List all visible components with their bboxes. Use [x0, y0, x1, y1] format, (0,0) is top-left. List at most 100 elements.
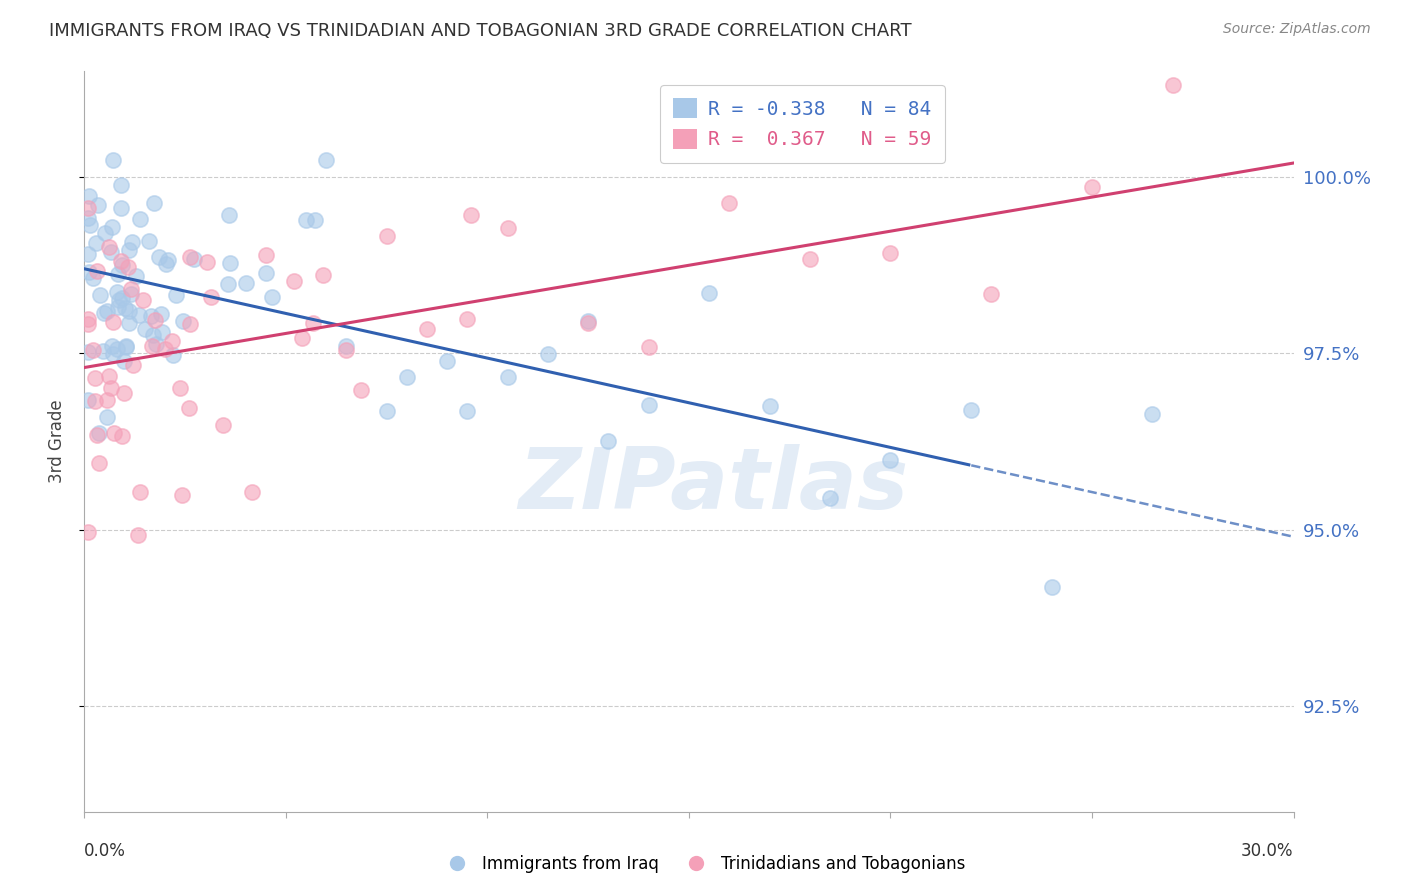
Text: 0.0%: 0.0%: [84, 842, 127, 860]
Point: [576, 316, 599, 330]
Point: [110, 178, 132, 192]
Point: [108, 293, 131, 308]
Point: [150, 307, 173, 321]
Point: [111, 429, 134, 443]
Point: [112, 353, 135, 368]
Point: [107, 300, 129, 314]
Point: [121, 235, 143, 249]
Point: [335, 343, 357, 358]
Point: [142, 195, 165, 210]
Point: [87, 426, 110, 441]
Point: [153, 342, 176, 356]
Point: [96, 303, 118, 318]
Point: [157, 253, 180, 268]
Point: [598, 434, 620, 448]
Point: [114, 301, 136, 316]
Point: [148, 250, 170, 264]
Point: [120, 282, 142, 296]
Point: [456, 312, 478, 326]
Point: [183, 252, 205, 267]
Point: [77, 392, 100, 407]
Point: [1081, 179, 1104, 194]
Point: [120, 287, 142, 301]
Point: [240, 485, 263, 500]
Point: [262, 290, 284, 304]
Point: [1040, 580, 1063, 594]
Point: [496, 369, 519, 384]
Point: [77, 201, 100, 215]
Point: [83, 371, 105, 385]
Point: [162, 334, 184, 348]
Point: [79, 218, 101, 232]
Point: [537, 347, 560, 361]
Point: [100, 244, 122, 259]
Point: [304, 212, 326, 227]
Point: [879, 246, 901, 260]
Point: [301, 316, 323, 330]
Point: [141, 310, 163, 324]
Point: [960, 402, 983, 417]
Point: [112, 385, 135, 400]
Point: [77, 344, 100, 359]
Point: [980, 287, 1002, 301]
Point: [107, 267, 129, 281]
Point: [101, 220, 124, 235]
Point: [110, 201, 132, 215]
Point: [84, 393, 107, 408]
Point: [105, 342, 128, 356]
Point: [94, 226, 117, 240]
Point: [118, 316, 141, 330]
Point: [799, 252, 821, 266]
Point: [254, 266, 277, 280]
Point: [291, 331, 314, 345]
Point: [77, 189, 100, 203]
Y-axis label: 3rd Grade: 3rd Grade: [48, 400, 66, 483]
Point: [212, 417, 235, 432]
Point: [637, 398, 659, 412]
Point: [436, 354, 458, 368]
Point: [87, 198, 110, 212]
Point: [283, 274, 305, 288]
Text: Source: ZipAtlas.com: Source: ZipAtlas.com: [1223, 22, 1371, 37]
Point: [115, 339, 138, 353]
Point: [128, 485, 150, 500]
Point: [165, 288, 187, 302]
Point: [97, 368, 120, 383]
Point: [879, 453, 901, 467]
Point: [86, 235, 108, 250]
Point: [77, 211, 100, 225]
Point: [138, 235, 160, 249]
Point: [117, 260, 139, 274]
Point: [375, 229, 398, 244]
Text: 30.0%: 30.0%: [1241, 842, 1294, 860]
Point: [200, 290, 222, 304]
Point: [86, 428, 108, 442]
Point: [121, 358, 143, 372]
Point: [315, 153, 337, 167]
Point: [818, 491, 841, 505]
Point: [218, 208, 240, 222]
Point: [77, 318, 100, 332]
Point: [118, 303, 141, 318]
Point: [125, 269, 148, 284]
Legend: R = -0.338   N = 84, R =  0.367   N = 59: R = -0.338 N = 84, R = 0.367 N = 59: [659, 85, 945, 162]
Point: [134, 322, 156, 336]
Text: IMMIGRANTS FROM IRAQ VS TRINIDADIAN AND TOBAGONIAN 3RD GRADE CORRELATION CHART: IMMIGRANTS FROM IRAQ VS TRINIDADIAN AND …: [49, 22, 912, 40]
Point: [456, 404, 478, 418]
Point: [145, 313, 167, 327]
Point: [155, 257, 177, 271]
Point: [105, 285, 128, 299]
Point: [141, 339, 163, 353]
Point: [77, 247, 100, 261]
Point: [179, 317, 201, 331]
Point: [169, 381, 191, 395]
Point: [179, 401, 201, 416]
Legend: Immigrants from Iraq, Trinidadians and Tobagonians: Immigrants from Iraq, Trinidadians and T…: [434, 848, 972, 880]
Point: [350, 383, 373, 397]
Point: [145, 336, 167, 351]
Point: [1161, 78, 1184, 93]
Point: [218, 256, 240, 270]
Point: [77, 524, 100, 539]
Point: [89, 287, 111, 301]
Point: [496, 221, 519, 235]
